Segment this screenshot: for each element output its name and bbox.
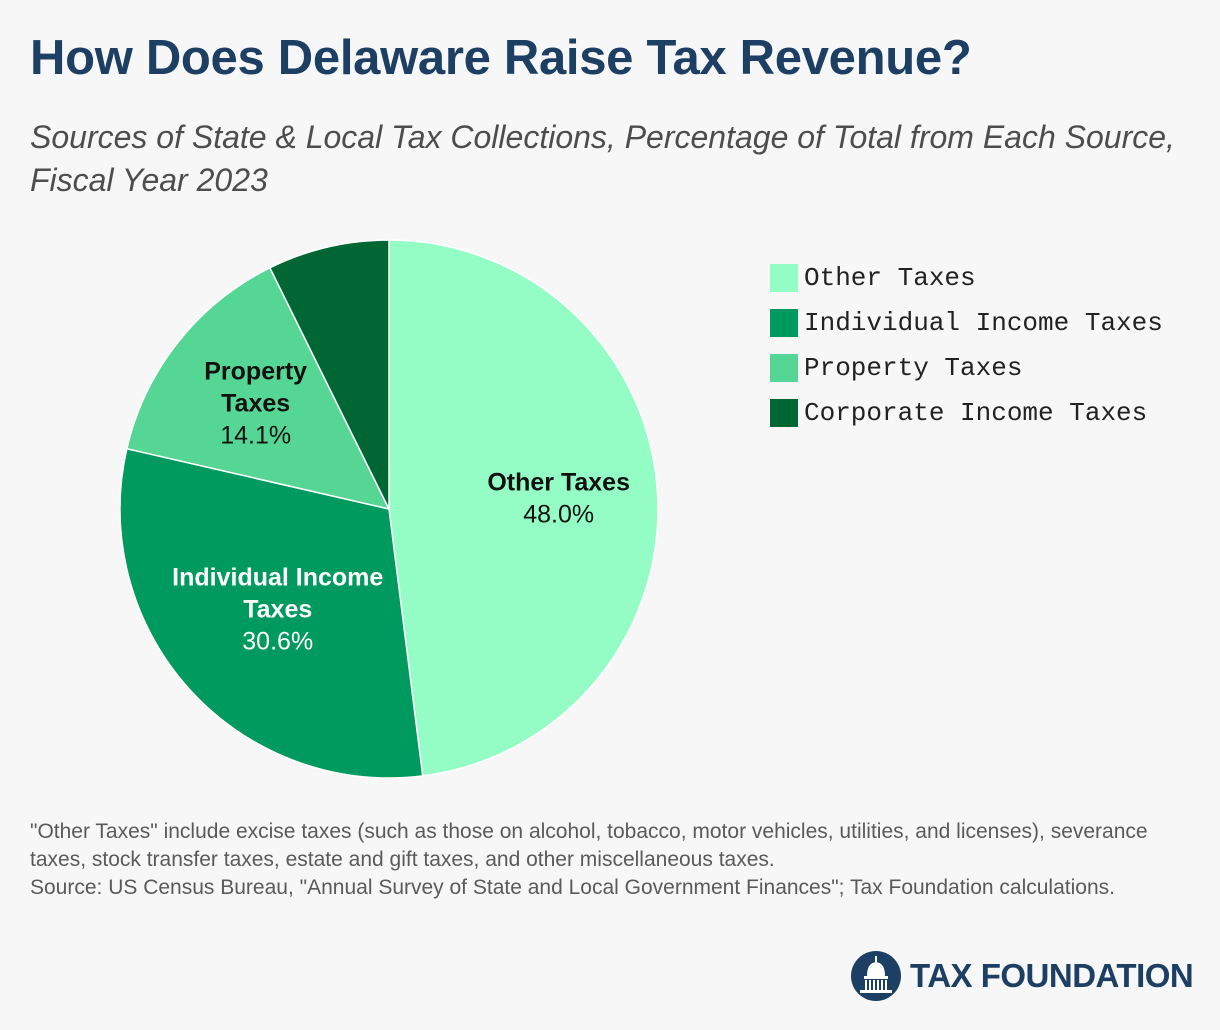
pie-slice-individual-income-taxes xyxy=(119,447,424,779)
capitol-dome-icon xyxy=(851,951,901,1001)
legend-swatch xyxy=(770,398,798,427)
legend-swatch xyxy=(770,353,798,382)
legend: Other Taxes Individual Income Taxes Prop… xyxy=(770,255,1163,435)
pie-slice-other-taxes xyxy=(388,239,659,777)
footnote-other-taxes: "Other Taxes" include excise taxes (such… xyxy=(30,820,1148,871)
legend-label: Other Taxes xyxy=(804,262,976,293)
footnote-source: Source: US Census Bureau, "Annual Survey… xyxy=(30,876,1115,899)
legend-label: Individual Income Taxes xyxy=(804,307,1163,338)
slice-label-individual-income-taxes: Individual Income Taxes 30.6% xyxy=(172,564,383,656)
slice-value-label: 14.1% xyxy=(220,422,291,450)
legend-item: Other Taxes xyxy=(770,255,1163,300)
footnotes: "Other Taxes" include excise taxes (such… xyxy=(30,818,1190,902)
legend-label: Corporate Income Taxes xyxy=(804,397,1148,428)
slice-value-label: 48.0% xyxy=(523,500,594,528)
legend-swatch xyxy=(770,308,798,337)
legend-label: Property Taxes xyxy=(804,352,1023,383)
pie-slice-property-taxes xyxy=(125,266,391,511)
pie-slice-corporate-income-taxes xyxy=(268,239,390,510)
legend-item: Corporate Income Taxes xyxy=(770,390,1163,435)
slice-label-other-taxes: Other Taxes 48.0% xyxy=(487,468,630,528)
logo-text: TAX FOUNDATION xyxy=(910,957,1194,994)
chart-subtitle: Sources of State & Local Tax Collections… xyxy=(30,119,1175,198)
chart-title: How Does Delaware Raise Tax Revenue? xyxy=(30,31,972,85)
legend-swatch xyxy=(770,263,798,292)
pie-chart: Other Taxes 48.0% Individual Income Taxes 30… xyxy=(119,239,659,779)
legend-item: Individual Income Taxes xyxy=(770,300,1163,345)
tax-foundation-logo: TAX FOUNDATION xyxy=(850,950,1194,1002)
slice-label-property-taxes: Property Taxes 14.1% xyxy=(204,358,307,450)
slice-value-label: 30.6% xyxy=(242,628,313,656)
legend-item: Property Taxes xyxy=(770,345,1163,390)
